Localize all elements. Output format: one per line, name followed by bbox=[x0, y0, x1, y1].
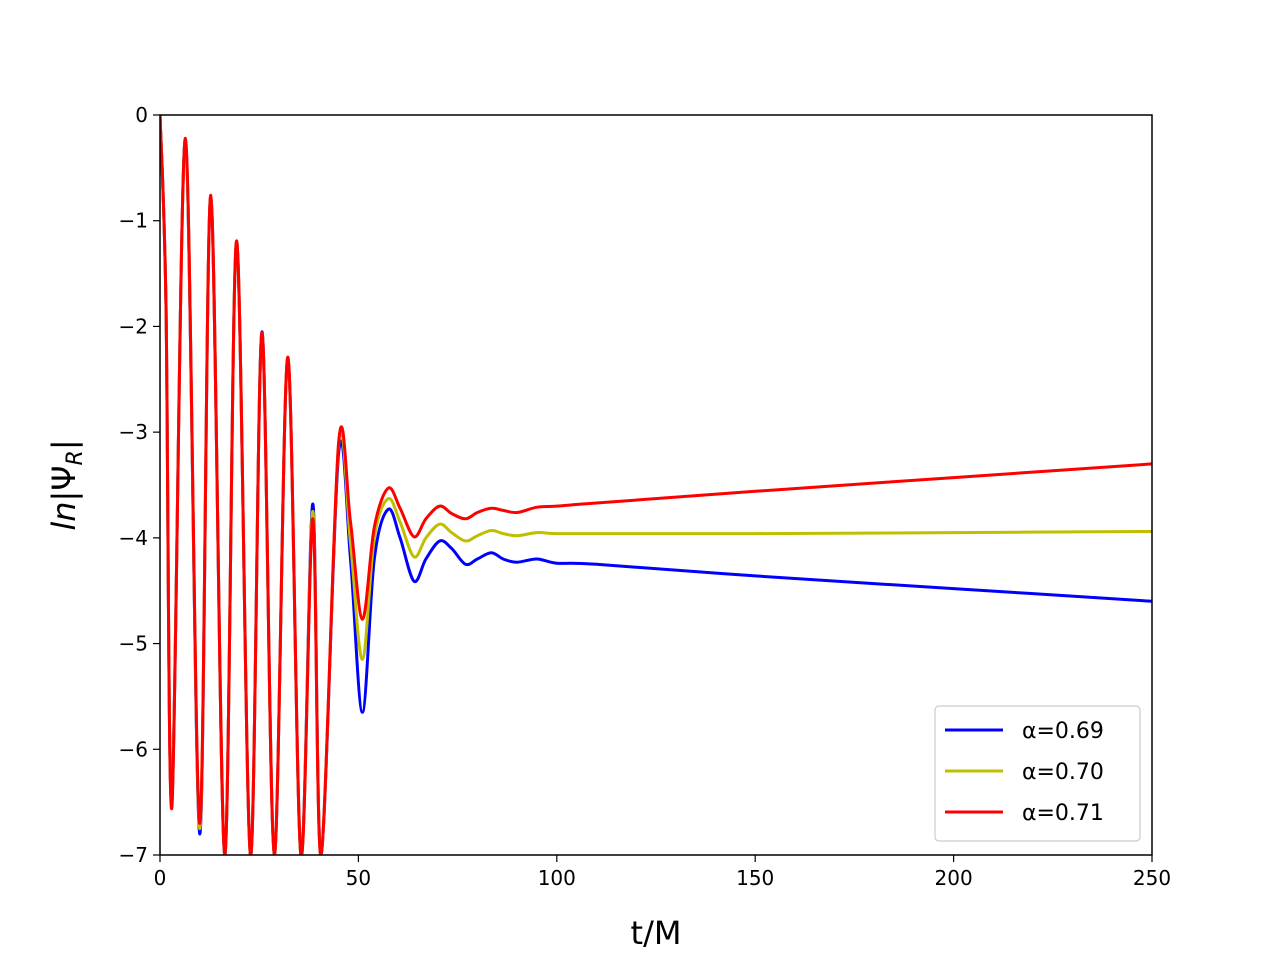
y-axis-title-prefix: ln bbox=[45, 501, 83, 530]
y-tick-label: −5 bbox=[119, 632, 148, 656]
legend-box bbox=[934, 705, 1141, 842]
series-layer bbox=[160, 115, 1152, 855]
y-axis-title: ln|ΨR| bbox=[45, 439, 88, 530]
y-tick-label: −4 bbox=[119, 526, 148, 550]
legend-label-2: α=0.70 bbox=[1022, 760, 1104, 785]
y-tick-label: −3 bbox=[119, 420, 148, 444]
legend-label-1: α=0.69 bbox=[1022, 719, 1104, 744]
y-tick-label: −6 bbox=[119, 737, 148, 761]
x-tick-label: 150 bbox=[736, 866, 774, 890]
y-tick-label: 0 bbox=[135, 103, 148, 127]
y-tick-label: −2 bbox=[119, 314, 148, 338]
y-axis-title-subscript: R bbox=[63, 450, 88, 465]
legend-label-3: α=0.71 bbox=[1022, 801, 1104, 826]
x-tick-label: 200 bbox=[935, 866, 973, 890]
x-axis-ticks: 0 50 100 150 200 250 bbox=[154, 855, 1171, 890]
y-axis-title-symbol: |Ψ bbox=[45, 465, 83, 501]
y-tick-label: −1 bbox=[119, 209, 148, 233]
plot-frame bbox=[159, 114, 1153, 856]
x-tick-label: 250 bbox=[1133, 866, 1171, 890]
svg-text:ln|ΨR|: ln|ΨR| bbox=[45, 439, 88, 530]
y-tick-label: −7 bbox=[119, 843, 148, 867]
x-tick-label: 0 bbox=[154, 866, 167, 890]
series-line-3 bbox=[160, 115, 1152, 855]
legend: α=0.69 α=0.70 α=0.71 bbox=[934, 705, 1141, 842]
y-axis-ticks: 0 −1 −2 −3 −4 −5 −6 −7 bbox=[119, 103, 160, 867]
x-axis-title: t/M bbox=[631, 914, 682, 952]
x-tick-label: 50 bbox=[346, 866, 371, 890]
y-axis-title-suffix: | bbox=[45, 439, 83, 450]
x-tick-label: 100 bbox=[538, 866, 576, 890]
